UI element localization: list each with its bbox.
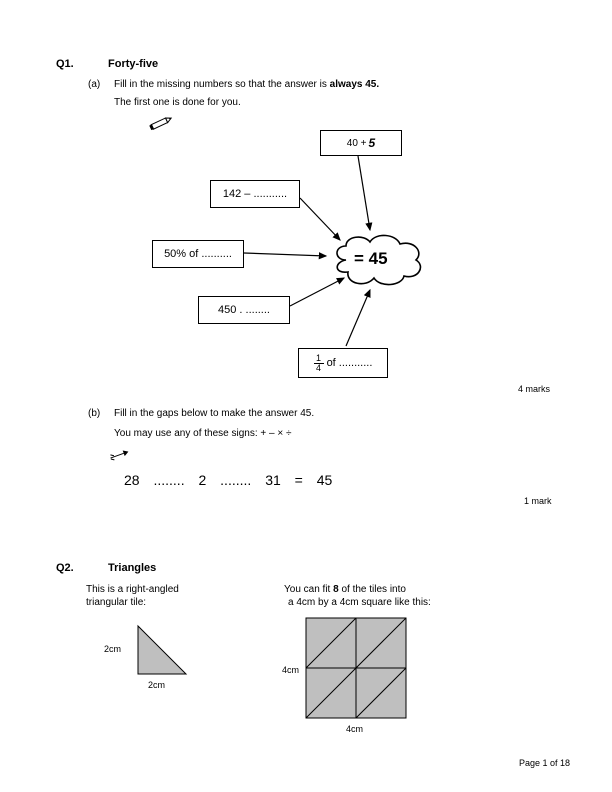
eq-n3: 31 [265,472,281,488]
q2-right-l1: You can fit 8 of the tiles into [284,584,406,595]
q2-right-l1-post: of the tiles into [339,584,406,595]
q2-right-l1-pre: You can fit [284,584,333,595]
q2-left-l1: This is a right-angled [86,584,179,595]
eq-n1: 28 [124,472,140,488]
page-footer: Page 1 of 18 [519,758,570,768]
square-8tiles [300,616,412,728]
q1b-equation: 28 ........ 2 ........ 31 = 45 [124,472,332,488]
q1b-line1: Fill in the gaps below to make the answe… [114,408,314,419]
q1a-marks: 4 marks [518,384,550,394]
q2-title: Triangles [108,562,156,574]
eq-n2: 2 [198,472,206,488]
q2-right-l2: a 4cm by a 4cm square like this: [288,597,431,608]
eq-eq: = [295,472,303,488]
page: Q1. Forty-five (a) Fill in the missing n… [0,0,612,792]
q1b-label: (b) [88,408,100,419]
q2-label: Q2. [56,562,74,574]
tri-dim-h: 2cm [148,680,165,690]
eq-ans: 45 [317,472,333,488]
eq-gap1: ........ [153,472,184,488]
q1b-marks: 1 mark [524,496,552,506]
pencil-small-icon [108,448,130,462]
sq-dim-v: 4cm [282,665,299,675]
q2-left-l2: triangular tile: [86,597,146,608]
q1b-line2: You may use any of these signs: + – × ÷ [114,428,291,439]
eq-gap2: ........ [220,472,251,488]
arrows [0,0,612,400]
sq-dim-h: 4cm [346,724,363,734]
tri-dim-v: 2cm [104,644,121,654]
